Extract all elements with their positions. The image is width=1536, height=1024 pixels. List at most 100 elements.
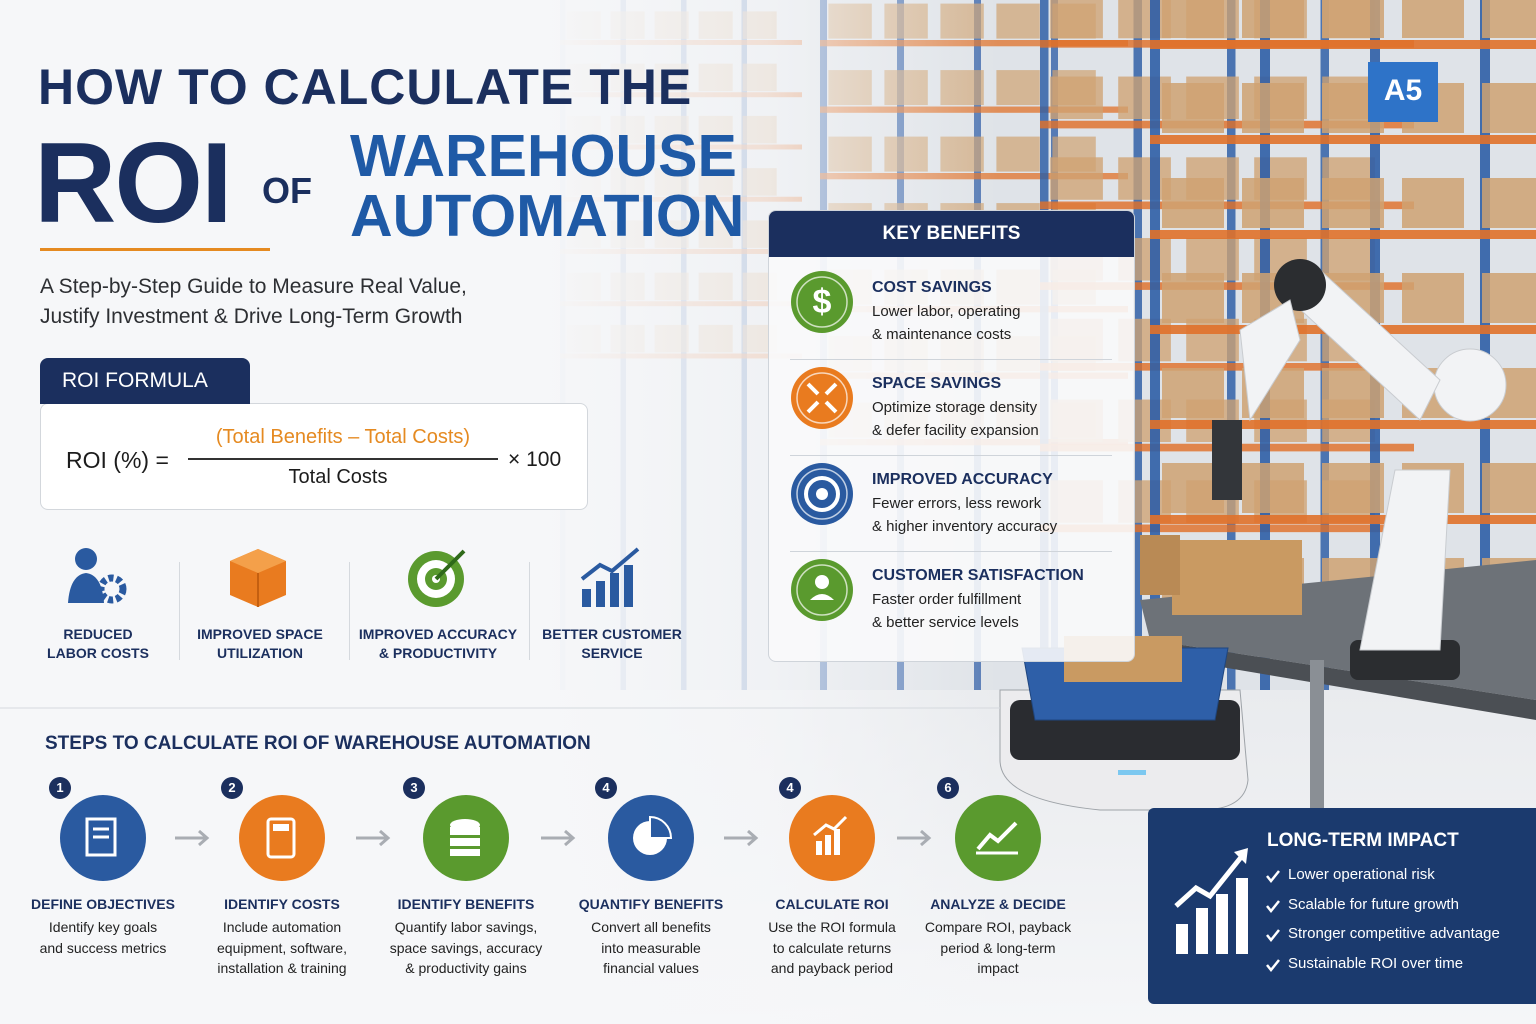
step-description: Include automation xyxy=(222,919,342,935)
panel-title: LONG-TERM IMPACT xyxy=(1267,830,1459,851)
step-title: IDENTIFY COSTS xyxy=(224,896,340,912)
check-icon xyxy=(1266,959,1280,973)
step-description: to calculate returns xyxy=(772,939,892,956)
step-description: Compare ROI, payback xyxy=(924,919,1072,935)
highlight-label: LABOR COSTS xyxy=(47,645,149,661)
step-arrow xyxy=(356,829,391,847)
step-description: equipment, software, xyxy=(217,939,347,956)
step-description: financial values xyxy=(603,960,699,976)
benefit-description: Faster order fulfillment xyxy=(872,591,1022,608)
benefit-title: CUSTOMER SATISFACTION xyxy=(872,567,1084,584)
step-icon xyxy=(239,795,325,881)
step-description: installation & training xyxy=(217,960,347,976)
highlight-label: SERVICE xyxy=(581,645,643,661)
step-description: Quantify labor savings, xyxy=(394,919,538,935)
highlight-icon xyxy=(580,547,640,607)
step-arrow xyxy=(897,829,932,847)
panel-title: KEY BENEFITS xyxy=(769,211,1134,257)
accent-rule xyxy=(40,248,270,251)
step-description: impact xyxy=(977,960,1019,976)
benefit-description: Optimize storage density xyxy=(872,399,1038,416)
step-number: 1 xyxy=(49,777,71,799)
svg-text:$: $ xyxy=(813,283,832,321)
impact-item: Lower operational risk xyxy=(1288,866,1435,883)
divider xyxy=(179,562,180,660)
step-description: & productivity gains xyxy=(405,960,527,976)
benefit-description: & higher inventory accuracy xyxy=(872,518,1058,535)
step-description: period & long-term xyxy=(940,939,1056,956)
highlight-label: REDUCED xyxy=(63,626,133,642)
highlight-label: IMPROVED ACCURACY xyxy=(358,626,518,642)
benefit-icon: $ xyxy=(791,271,853,333)
check-icon xyxy=(1266,899,1280,913)
benefit-title: IMPROVED ACCURACY xyxy=(872,471,1053,488)
step-arrow xyxy=(174,829,209,847)
divider xyxy=(790,359,1112,360)
step-icon xyxy=(423,795,509,881)
title-of: OF xyxy=(262,170,312,211)
impact-item: Scalable for future growth xyxy=(1288,895,1459,913)
step-arrow xyxy=(723,829,758,847)
step-title: IDENTIFY BENEFITS xyxy=(397,896,535,912)
step-description: and payback period xyxy=(770,960,894,976)
benefit-title: SPACE SAVINGS xyxy=(872,375,1002,392)
step-title: CALCULATE ROI xyxy=(775,896,889,912)
steps-title: STEPS TO CALCULATE ROI OF WAREHOUSE AUTO… xyxy=(45,733,591,754)
subtitle: A Step-by-Step Guide to Measure Real Val… xyxy=(40,272,467,332)
highlight-label: & PRODUCTIVITY xyxy=(378,645,498,661)
highlight-icon xyxy=(68,548,127,604)
benefit-icon xyxy=(791,559,853,621)
divider xyxy=(790,455,1112,456)
title-line: AUTOMATION xyxy=(350,183,745,249)
impact-item: Stronger competitive advantage xyxy=(1288,925,1500,943)
step-icon xyxy=(789,795,875,881)
benefit-description: & better service levels xyxy=(872,614,1019,631)
title-line: HOW TO CALCULATE THE xyxy=(38,59,693,115)
benefit-description: Fewer errors, less rework xyxy=(872,495,1042,512)
title-roi: ROI xyxy=(34,120,233,247)
formula-multiplier: × 100 xyxy=(508,448,562,471)
formula-box xyxy=(40,403,588,510)
impact-item: Sustainable ROI over time xyxy=(1288,955,1464,973)
step-arrow xyxy=(540,829,575,847)
step-number: 4 xyxy=(595,777,617,799)
divider xyxy=(349,562,350,660)
step-description: Convert all benefits xyxy=(591,919,711,935)
step-description: space savings, accuracy xyxy=(389,939,543,956)
benefit-title: COST SAVINGS xyxy=(872,279,992,296)
long-term-panel: LONG-TERM IMPACT xyxy=(1148,808,1536,1004)
divider xyxy=(790,551,1112,552)
check-icon xyxy=(1266,870,1280,883)
highlight-icon xyxy=(408,549,466,607)
benefit-description: & defer facility expansion xyxy=(872,422,1039,439)
benefit-icon xyxy=(791,367,853,429)
step-icon xyxy=(608,795,694,881)
formula-denominator: Total Costs xyxy=(288,466,388,488)
highlight-label: BETTER CUSTOMER xyxy=(542,626,682,642)
step-number: 6 xyxy=(937,777,959,799)
step-title: ANALYZE & DECIDE xyxy=(930,896,1066,912)
step-number: 3 xyxy=(403,777,425,799)
step-icon xyxy=(955,795,1041,881)
benefit-description: & maintenance costs xyxy=(872,326,1012,343)
step-description: and success metrics xyxy=(39,939,167,956)
step-title: QUANTIFY BENEFITS xyxy=(578,896,724,912)
fraction-bar xyxy=(188,458,498,460)
highlight-icon xyxy=(230,549,286,607)
step-description: Identify key goals xyxy=(48,919,158,935)
divider xyxy=(529,562,530,660)
benefit-description: Lower labor, operating xyxy=(872,303,1021,320)
formula-lhs: ROI (%) = xyxy=(66,447,169,473)
step-icon xyxy=(60,795,146,881)
step-number: 2 xyxy=(221,777,243,799)
highlight-label: IMPROVED SPACE xyxy=(197,626,323,642)
step-number: 4 xyxy=(779,777,801,799)
check-icon xyxy=(1266,929,1280,943)
subtitle-line: Justify Investment & Drive Long-Term Gro… xyxy=(40,305,463,328)
step-description: Use the ROI formula xyxy=(768,919,896,935)
subtitle-line: A Step-by-Step Guide to Measure Real Val… xyxy=(40,275,467,298)
formula-numerator: (Total Benefits – Total Costs) xyxy=(215,426,471,448)
